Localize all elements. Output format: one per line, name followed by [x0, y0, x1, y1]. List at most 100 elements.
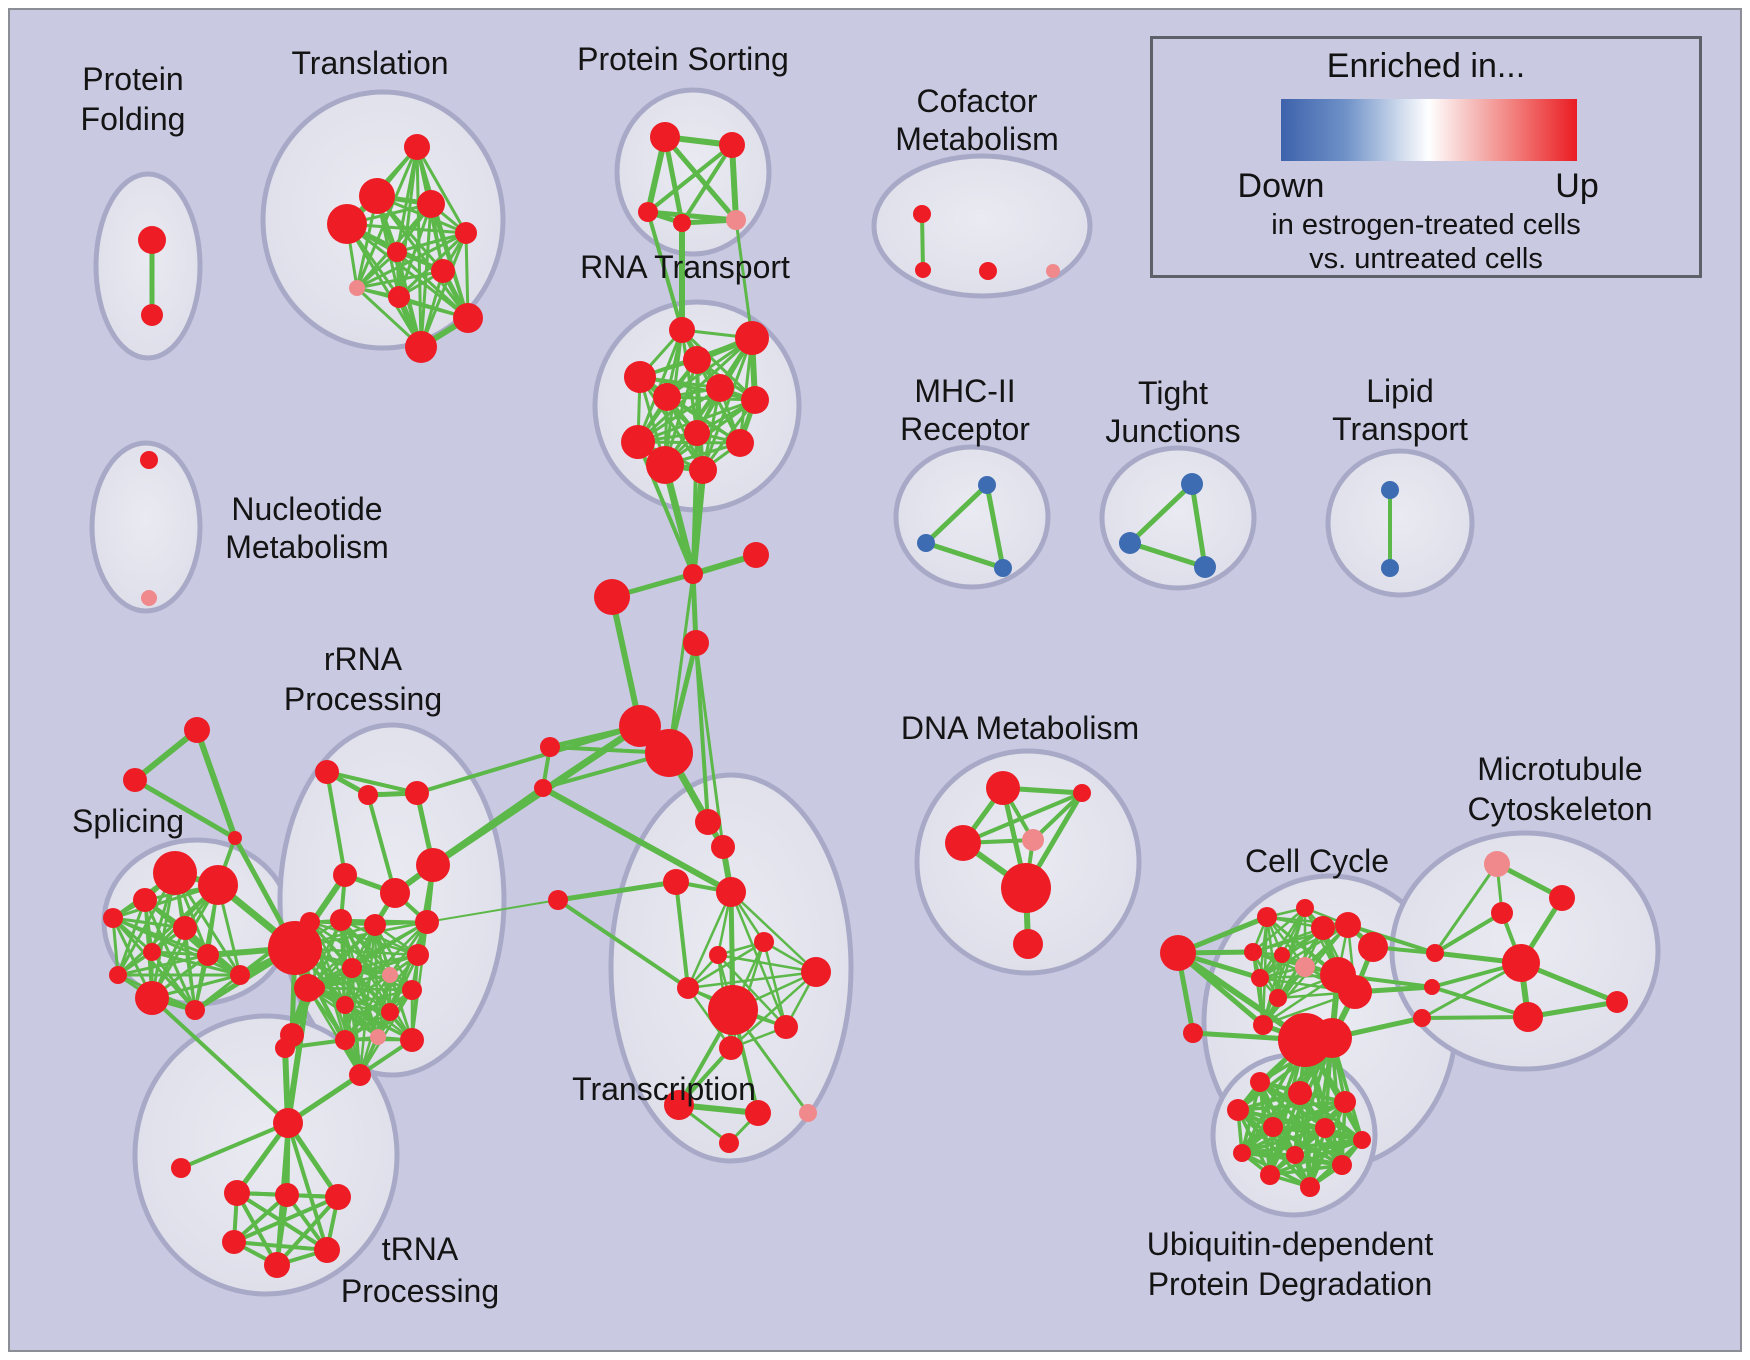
- node-cc8: [1274, 947, 1290, 963]
- node-rr10: [300, 912, 320, 932]
- node-cc14: [1253, 1015, 1273, 1035]
- legend-gradient-bar: [1281, 99, 1577, 161]
- legend-context-line1: in estrogen-treated cells: [1271, 209, 1581, 241]
- node-rr19: [335, 1030, 355, 1050]
- legend-title: Enriched in...: [1326, 47, 1526, 85]
- node-tx15: [719, 1133, 739, 1153]
- edge-mh2-mh3: [923, 540, 1006, 571]
- node-sp10: [185, 1000, 205, 1020]
- edge-sp4-sp10: [111, 916, 197, 1012]
- cluster-ellipse-protein-folding: [93, 171, 203, 361]
- edge-H2-tphub: [285, 985, 311, 1126]
- node-trc: [594, 579, 630, 615]
- node-tl10: [453, 303, 483, 333]
- node-tpiso: [171, 1158, 191, 1178]
- edge-ps2-ps4: [680, 143, 734, 225]
- node-sp7: [197, 944, 219, 966]
- cluster-labels-layer: Protein Folding Translation Protein Sorting…: [72, 41, 1653, 1309]
- node-rt10: [726, 429, 754, 457]
- node-cn1: [1426, 944, 1444, 962]
- node-rr16: [336, 996, 354, 1014]
- cluster-label-ubiquitin-degradation: Ubiquitin-dependent Protein Degradation: [1147, 1226, 1434, 1302]
- edge-cf1-cf2: [920, 212, 925, 272]
- edge-tl4-tl11: [345, 222, 423, 349]
- edge-rr20-H2: [306, 986, 414, 1042]
- edge-ub10-ub11: [1268, 1163, 1344, 1177]
- node-tj1: [1181, 473, 1203, 495]
- edge-rr15-H2: [306, 986, 414, 992]
- node-rr3: [405, 781, 429, 805]
- node-cc4: [1311, 916, 1335, 940]
- cluster-label-nucleotide-metabolism: Nucleotide Metabolism: [225, 491, 389, 565]
- node-ub2: [1288, 1081, 1312, 1105]
- cluster-label-lipid-transport: Lipid Transport: [1332, 373, 1468, 447]
- edge-dm2-dm4: [1031, 791, 1084, 842]
- node-rt8: [684, 420, 710, 446]
- edge-tl5-tl6: [395, 231, 468, 254]
- cluster-label-cell-cycle: Cell Cycle: [1245, 843, 1389, 879]
- edge-ps1-ps5: [662, 134, 739, 223]
- node-tl7: [431, 259, 455, 283]
- node-tx7: [677, 977, 699, 999]
- edge-rr1-rr4: [325, 770, 347, 877]
- edge-cc5-cn1: [1346, 923, 1437, 955]
- edge-tx5-tx10: [762, 940, 788, 1029]
- edge-rr8-rr19: [343, 923, 377, 1042]
- node-rt1: [669, 317, 695, 343]
- edge-dm3-dm2: [961, 791, 1084, 845]
- node-cc9: [1295, 957, 1315, 977]
- edge-mh1-mh3: [984, 482, 1006, 571]
- edge-ub7-ub11: [1268, 1138, 1364, 1177]
- node-tx6: [709, 946, 727, 964]
- node-cc5: [1335, 912, 1361, 938]
- edge-tphub-tp5: [286, 1121, 329, 1252]
- node-ub5: [1263, 1117, 1283, 1137]
- node-tx8: [801, 957, 831, 987]
- node-nm1: [140, 451, 158, 469]
- node-tx10: [774, 1015, 798, 1039]
- edge-tl2-tl10: [375, 194, 470, 320]
- cluster-ellipse-nucleotide-metabolism: [89, 440, 203, 614]
- edge-tj1-tj2: [1127, 481, 1195, 546]
- legend-down-label: Down: [1237, 167, 1325, 205]
- node-rt7: [741, 386, 769, 414]
- edge-tri1-tri3: [194, 727, 238, 841]
- cluster-label-rrna-processing: rRNA Processing: [284, 641, 442, 717]
- node-ub3: [1334, 1091, 1356, 1113]
- node-hub2: [645, 729, 693, 777]
- node-tl1: [404, 134, 430, 160]
- node-ps2: [719, 132, 745, 158]
- node-rr17: [381, 1003, 399, 1021]
- node-mh2: [917, 534, 935, 552]
- edge-tl7-tl8: [355, 269, 445, 290]
- edge-tj1-tj3: [1189, 481, 1208, 570]
- edge-tx6-tx10: [716, 953, 788, 1029]
- node-dm2: [1073, 784, 1091, 802]
- node-cc10: [1251, 969, 1269, 987]
- node-tx1: [695, 809, 721, 835]
- cluster-label-protein-folding: Protein Folding: [81, 61, 186, 137]
- cluster-label-translation: Translation: [291, 45, 448, 81]
- node-sp5: [173, 916, 197, 940]
- node-ps3: [638, 202, 658, 222]
- node-rr22: [349, 1064, 371, 1086]
- node-rt3: [683, 346, 711, 374]
- edge-sp3-sp10: [143, 898, 197, 1012]
- node-cf4: [1046, 264, 1060, 278]
- node-rr6: [416, 848, 450, 882]
- node-ub4: [1227, 1099, 1249, 1121]
- edge-trb-hub2: [667, 572, 695, 755]
- node-tx2: [711, 835, 735, 859]
- node-cc2: [1257, 907, 1277, 927]
- node-rr5: [380, 878, 410, 908]
- legend-box: Enriched in... Down Up in estrogen-treat…: [1150, 36, 1702, 278]
- edge-sp7-sp8: [116, 953, 210, 977]
- node-cc12: [1269, 989, 1287, 1007]
- edge-tx7-tx8: [686, 970, 818, 990]
- edge-rr9-lsm3: [426, 899, 559, 923]
- node-rr1: [315, 760, 339, 784]
- node-sp6: [143, 943, 161, 961]
- cluster-label-microtubule-cytoskeleton: Microtubule Cytoskeleton: [1468, 751, 1653, 827]
- edge-tphub-tpiso: [179, 1121, 290, 1170]
- node-tp3: [325, 1184, 351, 1210]
